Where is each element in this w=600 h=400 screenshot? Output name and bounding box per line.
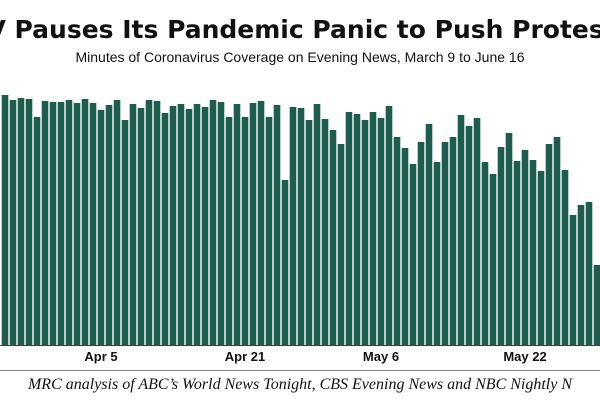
bar xyxy=(161,113,169,345)
bar xyxy=(273,105,281,345)
bar xyxy=(345,112,353,345)
source-note: MRC analysis of ABC’s World News Tonight… xyxy=(27,376,573,393)
bar xyxy=(593,265,600,345)
bar xyxy=(129,104,137,345)
bar xyxy=(489,174,497,345)
bar xyxy=(529,160,537,345)
bar xyxy=(57,102,65,345)
bar xyxy=(377,118,385,345)
bar xyxy=(545,144,553,345)
bar xyxy=(465,126,473,345)
bar xyxy=(401,148,409,345)
bar xyxy=(169,106,177,345)
bar xyxy=(225,117,233,345)
bar xyxy=(313,104,321,345)
bar xyxy=(73,103,81,345)
bar xyxy=(217,102,225,345)
bar xyxy=(249,103,257,345)
bar xyxy=(97,110,105,345)
bar xyxy=(137,108,145,345)
bar xyxy=(369,112,377,345)
bar xyxy=(153,101,161,345)
bar xyxy=(265,117,273,345)
bar xyxy=(49,102,57,345)
chart-title: TV Pauses Its Pandemic Panic to Push Pro… xyxy=(0,15,600,44)
bar xyxy=(425,124,433,345)
bar xyxy=(417,142,425,345)
bar xyxy=(585,202,593,345)
bar xyxy=(321,119,329,345)
bar xyxy=(353,114,361,345)
bar xyxy=(409,164,417,345)
bar xyxy=(361,120,369,345)
bar xyxy=(281,180,289,345)
bar xyxy=(497,147,505,345)
bar xyxy=(201,107,209,345)
bar xyxy=(329,130,337,345)
bar xyxy=(241,117,249,345)
bar xyxy=(121,120,129,345)
bar xyxy=(537,171,545,345)
bar xyxy=(113,100,121,345)
chart-subtitle: Minutes of Coronavirus Coverage on Eveni… xyxy=(75,49,524,65)
bar xyxy=(233,104,241,345)
bar xyxy=(33,117,41,345)
bar xyxy=(89,103,97,345)
bar xyxy=(105,105,113,345)
bar xyxy=(561,170,569,345)
bar xyxy=(441,142,449,345)
bar xyxy=(569,215,577,345)
bar xyxy=(337,144,345,345)
bar xyxy=(17,98,25,345)
bar xyxy=(449,137,457,345)
bar xyxy=(385,106,393,345)
x-tick-label: Apr 21 xyxy=(225,349,265,364)
bar xyxy=(481,162,489,345)
bar xyxy=(25,99,33,345)
bar xyxy=(81,99,89,345)
bar xyxy=(577,205,585,345)
bar xyxy=(257,101,265,345)
bar xyxy=(209,100,217,345)
bar xyxy=(433,162,441,345)
x-tick-label: Apr 5 xyxy=(84,349,117,364)
bar xyxy=(65,100,73,345)
bar xyxy=(513,161,521,345)
x-tick-label: May 6 xyxy=(363,349,399,364)
bar xyxy=(9,100,17,345)
bar xyxy=(145,100,153,345)
x-tick-label: May 22 xyxy=(503,349,546,364)
bar xyxy=(41,101,49,345)
bar xyxy=(457,115,465,345)
bar xyxy=(473,118,481,345)
bar xyxy=(505,133,513,345)
bar xyxy=(177,104,185,345)
bar xyxy=(393,137,401,345)
bar xyxy=(521,150,529,345)
bar xyxy=(1,95,9,345)
bar xyxy=(297,108,305,345)
bar xyxy=(305,120,313,345)
bar xyxy=(193,104,201,345)
bar xyxy=(553,137,561,345)
bar xyxy=(185,109,193,345)
bar xyxy=(289,107,297,345)
